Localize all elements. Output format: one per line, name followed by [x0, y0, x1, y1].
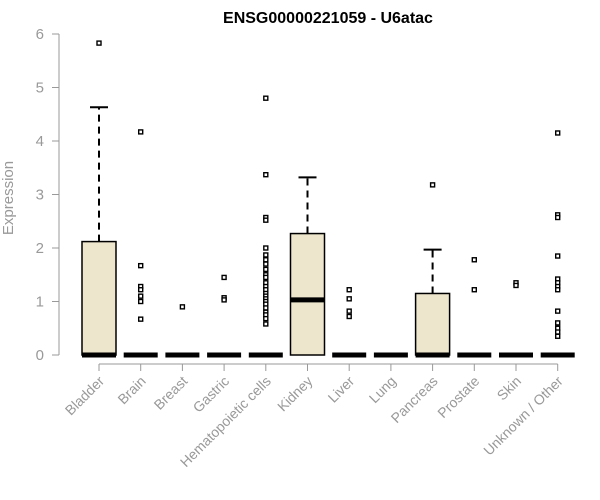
box-group — [165, 304, 200, 358]
outlier-point — [555, 130, 561, 136]
outlier-point — [221, 274, 227, 281]
outlier-point — [221, 297, 227, 303]
outlier-point — [263, 252, 269, 258]
outlier-point — [471, 287, 477, 293]
outlier-point — [346, 308, 352, 314]
outlier-point — [137, 293, 144, 299]
outlier-point — [263, 95, 269, 101]
y-axis-label: Expression — [0, 161, 17, 235]
plot-area — [81, 40, 575, 358]
outlier-point — [263, 257, 269, 263]
outlier-point — [263, 321, 269, 327]
box-group — [248, 95, 283, 358]
box-group — [81, 40, 117, 358]
y-tick-label: 6 — [36, 26, 44, 43]
outlier-point — [263, 305, 269, 311]
outlier-point — [263, 274, 269, 281]
outlier-point — [471, 257, 477, 263]
outlier-point — [263, 172, 269, 178]
outlier-point — [555, 333, 561, 339]
outlier-point — [137, 298, 144, 305]
box-body — [81, 240, 117, 356]
box-group — [499, 280, 533, 358]
outlier-point — [137, 262, 144, 269]
outlier-point — [555, 214, 561, 221]
outlier-point — [429, 182, 436, 188]
outlier-point — [263, 261, 269, 267]
outlier-point — [555, 287, 561, 293]
x-tick-label: Skin — [494, 373, 525, 404]
y-tick-label: 5 — [36, 80, 44, 97]
box-group — [123, 129, 158, 358]
box-body — [414, 292, 451, 356]
outlier-point — [555, 329, 561, 335]
outlier-point — [555, 308, 561, 314]
box-group — [332, 287, 367, 358]
y-tick-label: 0 — [36, 347, 44, 364]
x-tick-label: Breast — [151, 373, 191, 413]
y-tick-label: 1 — [36, 294, 44, 311]
outlier-point — [179, 304, 186, 310]
x-tick-label: Lung — [366, 373, 399, 406]
y-tick-label: 2 — [36, 240, 44, 257]
box-body — [289, 232, 326, 356]
x-tick-label: Bladder — [62, 373, 108, 419]
outlier-point — [513, 282, 519, 289]
y-tick-label: 4 — [36, 133, 44, 150]
outlier-point — [263, 217, 269, 223]
outlier-point — [137, 316, 144, 322]
x-tick-label: Brain — [114, 373, 148, 407]
outlier-point — [346, 313, 352, 320]
outlier-point — [555, 253, 561, 259]
outlier-point — [346, 296, 352, 302]
outlier-point — [555, 320, 561, 326]
box-group — [414, 182, 451, 358]
chart-title: ENSG00000221059 - U6atac — [223, 10, 433, 27]
box-group — [289, 176, 326, 356]
outlier-point — [263, 315, 269, 322]
outlier-point — [263, 266, 269, 273]
x-tick-label: Kidney — [274, 373, 316, 415]
outlier-point — [96, 40, 102, 46]
y-axis: 0 1 2 3 4 5 6 — [36, 26, 60, 364]
box-group — [540, 130, 575, 358]
x-tick-label: Liver — [325, 373, 358, 406]
outlier-point — [346, 287, 352, 293]
outlier-point — [137, 287, 144, 293]
outlier-point — [263, 245, 269, 251]
outlier-point — [137, 129, 144, 135]
x-tick-label: Unknown / Other — [480, 373, 566, 459]
x-tick-label: Prostate — [434, 373, 482, 421]
y-tick-label: 3 — [36, 187, 44, 204]
box-group — [457, 257, 492, 358]
box-group — [207, 274, 242, 358]
